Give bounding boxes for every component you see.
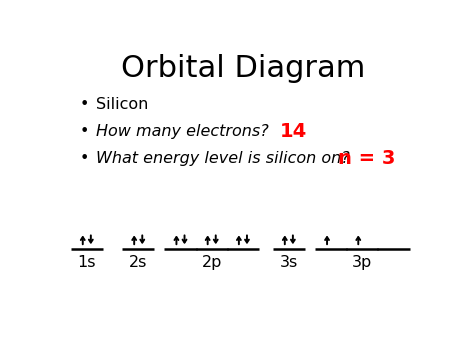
Text: What energy level is silicon on?: What energy level is silicon on? <box>96 151 350 166</box>
Text: •: • <box>80 151 89 166</box>
Text: 14: 14 <box>280 122 307 141</box>
Text: •: • <box>80 97 89 111</box>
Text: Silicon: Silicon <box>96 97 148 111</box>
Text: 1s: 1s <box>78 255 96 270</box>
Text: 2s: 2s <box>129 255 147 270</box>
Text: 3s: 3s <box>280 255 298 270</box>
Text: Orbital Diagram: Orbital Diagram <box>121 54 365 82</box>
Text: 2p: 2p <box>201 255 222 270</box>
Text: 3p: 3p <box>352 255 373 270</box>
Text: How many electrons?: How many electrons? <box>96 124 269 139</box>
Text: •: • <box>80 124 89 139</box>
Text: n = 3: n = 3 <box>338 149 396 168</box>
